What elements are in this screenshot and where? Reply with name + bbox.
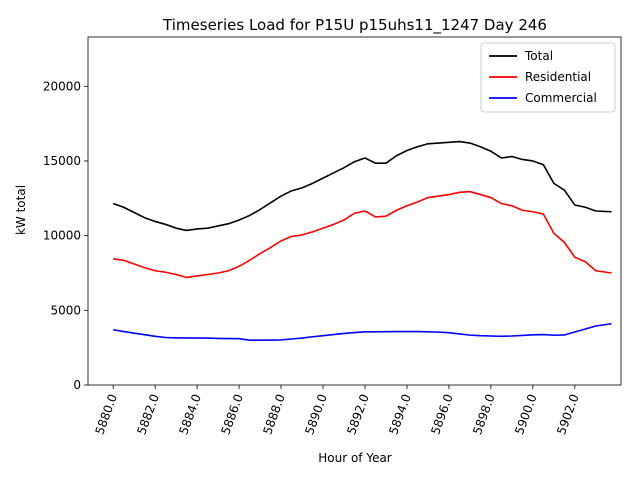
legend-frame [480, 42, 616, 113]
legend-label-residential: Residential [525, 70, 591, 84]
legend: Total Residential Commercial [480, 42, 616, 113]
y-tick-label: 5000 [50, 303, 81, 317]
legend-label-total: Total [524, 49, 553, 63]
y-tick-label: 15000 [43, 154, 81, 168]
y-tick-label: 0 [73, 378, 81, 392]
series-line-total [112, 140, 612, 232]
chart-title: Timeseries Load for P15U p15uhs11_1247 D… [162, 16, 547, 35]
series-layer [112, 140, 612, 341]
series-line-residential [113, 190, 612, 279]
plot-frame [87, 36, 622, 386]
series-line-commercial [113, 322, 612, 341]
y-tick-label: 10000 [43, 229, 81, 243]
x-axis-label: Hour of Year [318, 451, 392, 465]
y-axis: 0 5000 10000 15000 20000 [43, 79, 88, 392]
y-tick-label: 20000 [43, 79, 81, 93]
legend-label-commercial: Commercial [525, 91, 597, 105]
y-axis-label: kW total [14, 185, 28, 235]
